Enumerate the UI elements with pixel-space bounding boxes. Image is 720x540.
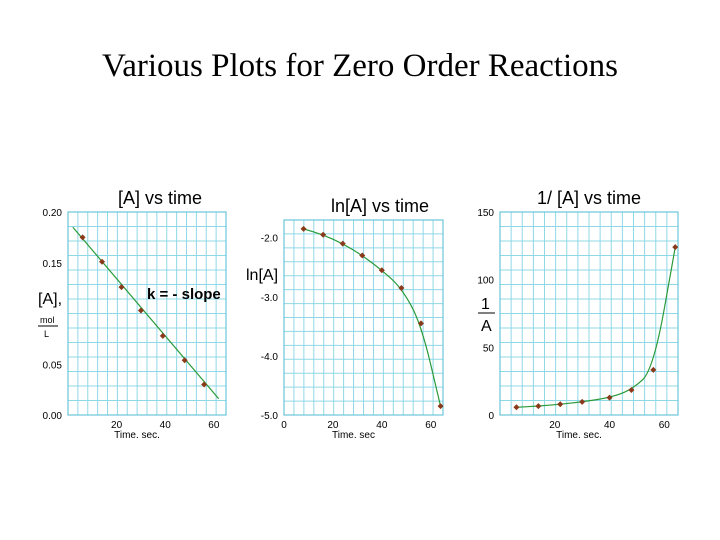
- data-point: [437, 403, 444, 410]
- data-point: [99, 258, 106, 265]
- x-tick-label: 60: [425, 420, 437, 431]
- x-axis-label: Time. sec.: [114, 430, 160, 441]
- data-point: [339, 240, 346, 247]
- y-tick-label: 100: [477, 276, 494, 287]
- y-axis-units-numerator: mol: [40, 315, 55, 325]
- plot-ln-concentration-vs-time: ln[A] vs time 0 20 40 60 Time. sec -2.0 -3.0 -4.…: [246, 196, 444, 441]
- x-tick-label: 20: [327, 420, 339, 431]
- plot-concentration-vs-time: [A] vs time 20 40 60 Time. sec. 0.00 0.05 0.15 0…: [38, 188, 227, 441]
- x-tick-label: 60: [208, 420, 220, 431]
- data-point: [320, 231, 327, 238]
- plot-title: ln[A] vs time: [331, 196, 429, 216]
- series-curve: [303, 228, 442, 407]
- data-point: [672, 244, 679, 251]
- data-point: [378, 267, 385, 274]
- y-tick-label: 0.05: [43, 360, 63, 371]
- x-tick-label: 40: [376, 420, 388, 431]
- x-tick-label: 40: [604, 420, 616, 431]
- y-tick-label: 50: [483, 343, 495, 354]
- y-axis-label-numerator: 1: [481, 296, 490, 313]
- y-tick-label: 0.20: [43, 208, 63, 219]
- data-point: [650, 366, 657, 373]
- x-axis-label: Time. sec: [332, 430, 375, 441]
- x-tick-label: 40: [160, 420, 172, 431]
- y-tick-label: 0.15: [43, 259, 63, 270]
- x-tick-label: 60: [659, 420, 671, 431]
- fit-line: [72, 226, 220, 400]
- x-tick-label: 20: [549, 420, 561, 431]
- y-tick-label: 150: [477, 208, 494, 219]
- plot-frame: [499, 211, 679, 416]
- y-axis-label: [A],: [38, 291, 62, 308]
- y-axis-label-denominator: A: [481, 318, 492, 335]
- data-point: [300, 225, 307, 232]
- x-tick-label: 0: [281, 420, 287, 431]
- y-tick-label: 0.00: [43, 411, 63, 422]
- data-point: [628, 386, 635, 393]
- y-tick-label: -4.0: [261, 352, 279, 363]
- series-curve: [516, 247, 676, 408]
- y-axis-label: ln[A]: [246, 267, 278, 284]
- data-point: [159, 332, 166, 339]
- data-point: [417, 320, 424, 327]
- y-axis-units-denominator: L: [44, 329, 49, 339]
- x-axis-label: Time. sec.: [556, 430, 602, 441]
- slope-annotation: k = - slope: [147, 286, 221, 303]
- data-point: [137, 307, 144, 314]
- data-point: [359, 252, 366, 259]
- plot-frame: [67, 211, 227, 416]
- data-point: [118, 284, 125, 291]
- data-point: [181, 357, 188, 364]
- data-point: [535, 403, 542, 410]
- x-tick-label: 20: [111, 420, 123, 431]
- plot-inverse-concentration-vs-time: 1/ [A] vs time 20 40 60 Time. sec. 0 50 100 150 1…: [477, 188, 679, 441]
- data-point: [606, 394, 613, 401]
- plot-title: 1/ [A] vs time: [537, 188, 641, 208]
- y-tick-label: -3.0: [261, 293, 279, 304]
- y-tick-label: -2.0: [261, 234, 279, 245]
- data-point: [557, 401, 564, 408]
- y-tick-label: -5.0: [261, 411, 279, 422]
- page-title: Various Plots for Zero Order Reactions: [102, 48, 618, 84]
- data-point: [513, 404, 520, 411]
- data-point: [579, 398, 586, 405]
- y-tick-label: 0: [488, 411, 494, 422]
- data-point: [201, 381, 208, 388]
- data-point: [398, 284, 405, 291]
- plot-title: [A] vs time: [118, 188, 202, 208]
- data-point: [79, 234, 86, 241]
- plot-frame: [283, 219, 444, 416]
